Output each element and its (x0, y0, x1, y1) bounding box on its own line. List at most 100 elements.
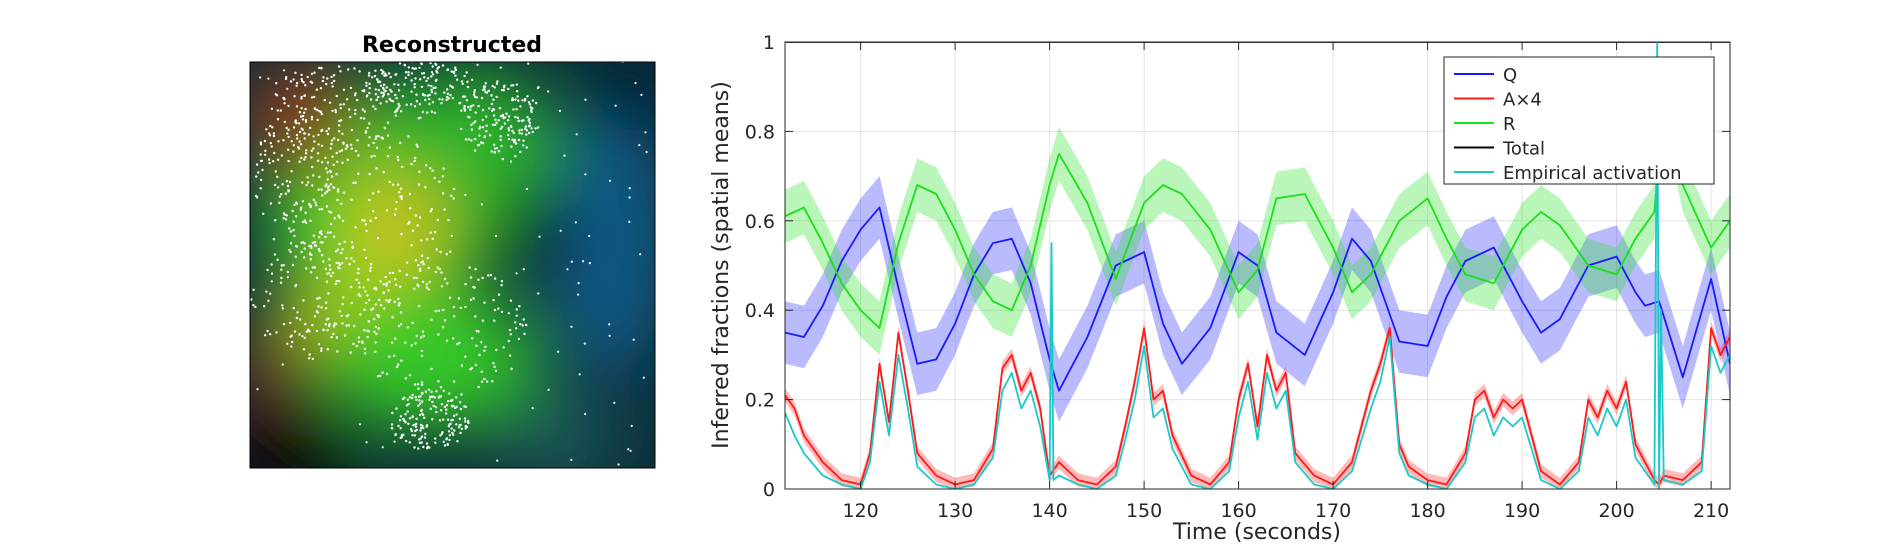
heatmap-dot (583, 342, 586, 345)
heatmap-dot (465, 71, 468, 74)
heatmap-dot (644, 131, 647, 134)
heatmap-dot (266, 329, 269, 333)
heatmap-dot (300, 241, 303, 244)
heatmap-dot (345, 98, 349, 101)
heatmap-dot (411, 434, 414, 437)
heatmap-dot (464, 420, 467, 423)
heatmap-dot (422, 445, 425, 449)
heatmap-dot (389, 88, 392, 92)
heatmap-dot (495, 95, 498, 99)
heatmap-dot (272, 160, 275, 163)
heatmap-dot (294, 71, 297, 75)
series-line-0 (785, 206, 1730, 392)
heatmap-dot (460, 364, 464, 367)
heatmap-dot (477, 144, 480, 147)
heatmap-dot (329, 183, 332, 186)
heatmap-dot (327, 127, 331, 130)
heatmap-dot (398, 141, 402, 145)
heatmap-dot (368, 82, 371, 86)
heatmap-dot (386, 121, 390, 124)
heatmap-dot (499, 127, 502, 130)
heatmap-dot (537, 292, 540, 295)
heatmap-dot (292, 229, 295, 232)
heatmap-dot (575, 133, 578, 136)
heatmap-dot (326, 272, 329, 275)
heatmap-dot (446, 92, 450, 96)
heatmap-dot (483, 301, 486, 304)
heatmap-dot (440, 285, 443, 288)
heatmap-dot (322, 260, 325, 263)
heatmap-dot (456, 342, 459, 346)
heatmap-dot (450, 404, 454, 408)
heatmap-dot (428, 446, 431, 449)
heatmap-dot (484, 345, 487, 349)
heatmap-dot (470, 366, 474, 370)
y-tick-label: 0 (763, 479, 775, 501)
heatmap-dot (324, 184, 327, 188)
heatmap-dot (301, 200, 305, 203)
heatmap-dot (449, 422, 452, 425)
heatmap-dot (629, 449, 632, 452)
heatmap-dot (301, 128, 304, 131)
heatmap-dot (446, 68, 450, 71)
heatmap-dot (515, 108, 518, 111)
heatmap-dot (376, 78, 379, 82)
heatmap-dot (500, 283, 503, 287)
heatmap-dot (435, 410, 438, 414)
heatmap-dot (451, 96, 454, 100)
heatmap-dot (320, 347, 323, 350)
heatmap-dot (617, 463, 620, 466)
heatmap-dot (359, 294, 362, 298)
heatmap-dot (521, 324, 524, 327)
heatmap-dot (393, 354, 396, 357)
heatmap-dot (495, 147, 498, 150)
heatmap-dot (415, 100, 419, 103)
heatmap-dot (385, 299, 388, 302)
heatmap-dot (507, 129, 511, 132)
heatmap-dot (474, 363, 478, 367)
heatmap-dot (345, 257, 348, 260)
heatmap-dot (276, 109, 279, 112)
heatmap-dot (402, 417, 405, 421)
heatmap-dot (502, 346, 505, 349)
x-tick-label: 130 (937, 500, 973, 522)
heatmap-dot (309, 219, 312, 222)
heatmap-dot (336, 188, 340, 191)
heatmap-dot (309, 258, 312, 261)
heatmap-dot (293, 330, 297, 333)
heatmap-dot (472, 104, 475, 107)
heatmap-dot (295, 105, 299, 108)
heatmap-dot (409, 103, 413, 106)
heatmap-dot (368, 198, 371, 202)
heatmap-dot (477, 104, 480, 108)
heatmap-dot (492, 114, 496, 117)
heatmap-dot (470, 123, 473, 127)
heatmap-dot (628, 220, 631, 223)
heatmap-dot (431, 101, 435, 104)
heatmap-dot (302, 299, 305, 302)
heatmap-dot (547, 90, 550, 93)
heatmap-dot (487, 89, 490, 93)
heatmap-dot (388, 280, 391, 283)
heatmap-dot (354, 149, 358, 153)
heatmap-dot (443, 91, 446, 94)
heatmap-dot (326, 231, 330, 234)
heatmap-dot (278, 195, 281, 198)
heatmap-dot (301, 335, 304, 338)
heatmap-dot (330, 139, 334, 142)
heatmap-dot (424, 164, 428, 167)
heatmap-dot (384, 89, 387, 93)
heatmap-dot (328, 188, 331, 192)
heatmap-dot (308, 252, 312, 255)
heatmap-dot (273, 151, 276, 155)
heatmap-dot (497, 293, 501, 296)
heatmap-dot (481, 319, 485, 322)
heatmap-dot (394, 93, 397, 97)
heatmap-dot (479, 125, 482, 129)
heatmap-dot (381, 446, 384, 449)
heatmap-dot (322, 328, 325, 331)
heatmap-dot (419, 267, 422, 270)
heatmap-dot (477, 330, 480, 333)
heatmap-dot (259, 187, 262, 190)
heatmap-dot (481, 276, 484, 280)
